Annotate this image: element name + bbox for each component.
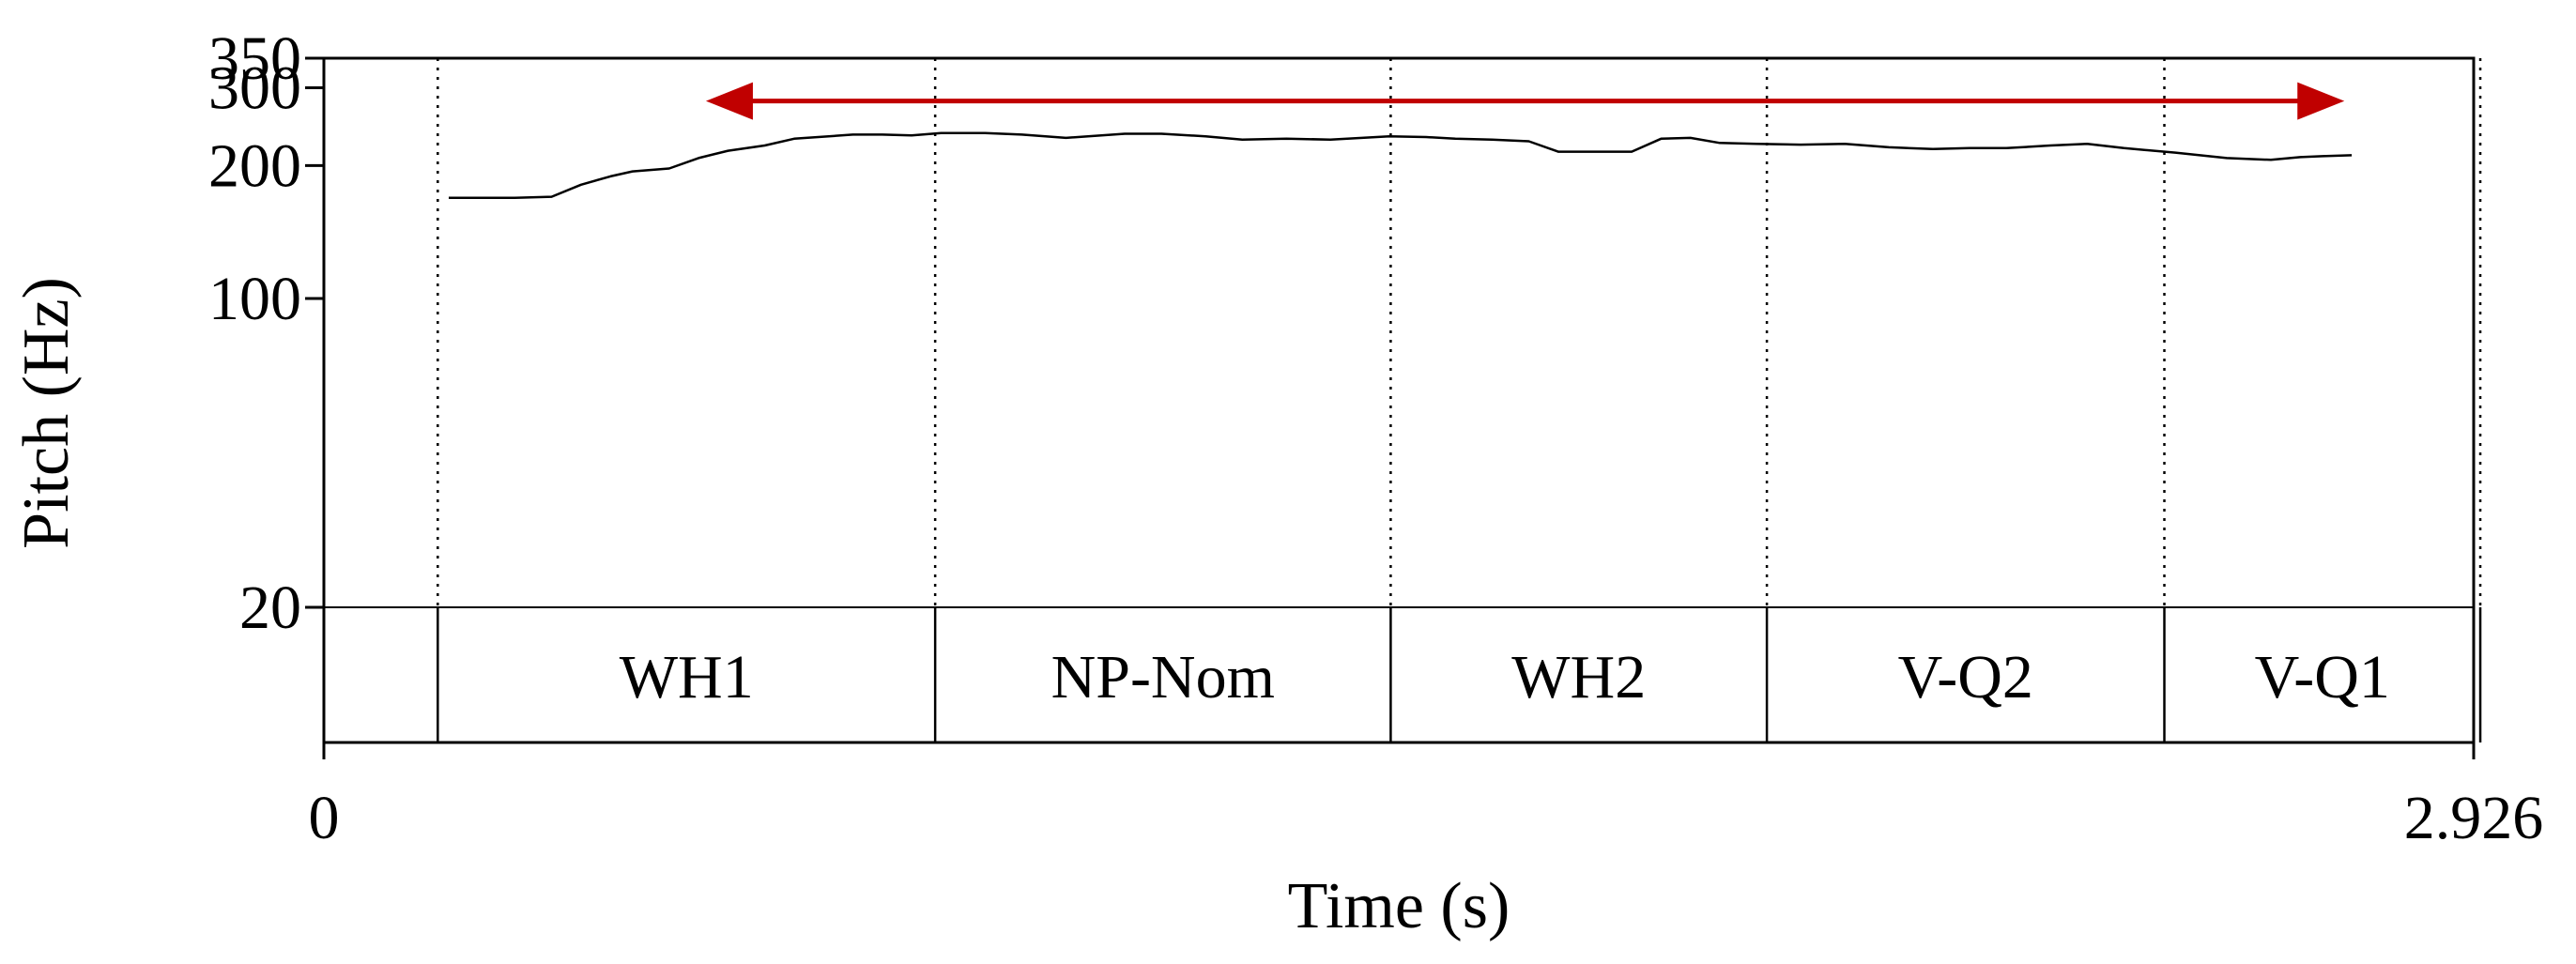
- annotation-layer: [705, 82, 2345, 120]
- tier-layer: WH1 NP-Nom WH2 V-Q2 V-Q1: [437, 607, 2482, 742]
- tier-label: NP-Nom: [1051, 643, 1275, 712]
- y-tick-label: 300: [208, 54, 301, 123]
- y-tick-label: 350: [208, 24, 301, 93]
- x-axis-title: Time (s): [1288, 870, 1510, 942]
- y-tick-label: 100: [208, 265, 301, 333]
- x-tick-label-end: 2.926: [2404, 784, 2544, 852]
- series-layer: [449, 131, 2353, 200]
- x-tick-label-start: 0: [309, 784, 340, 852]
- segment-boundaries: [437, 58, 2482, 607]
- tier-label: V-Q1: [2255, 643, 2390, 712]
- range-arrow-head-left: [705, 82, 753, 120]
- y-tick-label: 20: [239, 574, 301, 642]
- y-tick-label: 200: [208, 131, 301, 200]
- tier-label: V-Q2: [1898, 643, 2033, 712]
- range-arrow-head-right: [2297, 82, 2345, 120]
- plot-frame: [322, 56, 2476, 744]
- tier-label: WH1: [620, 643, 754, 712]
- frame-layer: [322, 56, 2476, 759]
- y-axis-title: Pitch (Hz): [10, 277, 83, 549]
- pitch-contour-line: [449, 131, 2353, 200]
- tier-label: WH2: [1511, 643, 1646, 712]
